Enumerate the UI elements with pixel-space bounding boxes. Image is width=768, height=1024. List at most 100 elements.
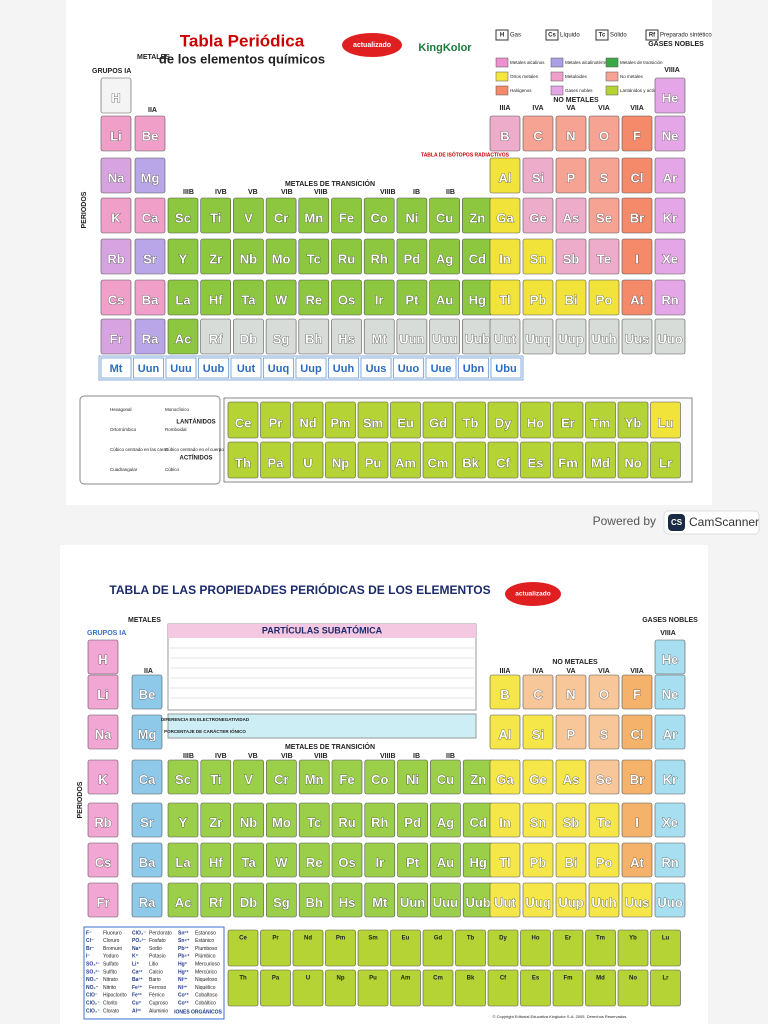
element-symbol: Nd [304, 936, 312, 942]
element-symbol: Po [596, 292, 613, 307]
element-cell [266, 842, 297, 878]
element-symbol: Hg [470, 855, 487, 870]
element-cell [357, 401, 389, 439]
ion-formula: NO₂⁻ [86, 985, 99, 991]
ion-name: Cobáltico [195, 1001, 216, 1007]
ion-name: Yoduro [103, 954, 119, 960]
extra-symbol: Uuq [268, 363, 289, 375]
element-cell [588, 279, 620, 316]
element-symbol: Ca [142, 210, 159, 225]
element-symbol: Mt [372, 331, 388, 346]
group-label: VIIIA [660, 630, 676, 637]
element-symbol: Pu [369, 976, 377, 982]
element-cell [489, 802, 521, 838]
ion-formula: NO₃⁻ [86, 977, 99, 983]
element-cell [429, 238, 460, 275]
element-symbol: B [500, 687, 509, 702]
element-cell [430, 759, 461, 795]
element-symbol: Kr [663, 772, 677, 787]
element-cell [331, 279, 362, 316]
element-cell [422, 441, 454, 479]
extra-cell [393, 357, 424, 379]
element-cell [363, 279, 395, 316]
ion-formula: Hg⁺ [178, 962, 188, 968]
group-label: IB [413, 753, 420, 760]
element-cell [87, 882, 119, 918]
category-label: Metales alcalinos [510, 60, 545, 65]
group-label: VIIA [630, 105, 644, 112]
element-cell [588, 318, 620, 355]
element-cell [522, 759, 554, 795]
ion-formula: K⁺ [132, 954, 139, 960]
element-symbol: Nb [240, 815, 257, 830]
element-symbol: H [98, 652, 107, 667]
element-symbol: Es [528, 455, 544, 470]
element-cell [325, 969, 356, 1007]
element-cell [487, 401, 519, 439]
element-cell [522, 279, 554, 316]
state-symbol: H [500, 33, 504, 39]
category-swatch [550, 85, 564, 96]
element-symbol: Np [332, 455, 349, 470]
element-symbol: Pa [268, 455, 285, 470]
element-symbol: Pm [330, 415, 350, 430]
element-symbol: Th [235, 455, 251, 470]
element-symbol: Nb [240, 251, 257, 266]
element-symbol: V [244, 210, 253, 225]
element-cell [522, 802, 554, 838]
element-symbol: Rn [661, 855, 678, 870]
element-cell [588, 714, 620, 750]
element-cell [131, 802, 163, 838]
ion-formula: PO₄³⁻ [132, 938, 146, 944]
element-cell [200, 318, 231, 355]
group-label: IIA [148, 107, 157, 114]
element-symbol: Lr [659, 455, 672, 470]
element-cell [266, 882, 297, 918]
element-cell [396, 197, 428, 234]
section-label: METALES DE TRANSICIÓN [285, 179, 375, 188]
element-cell [87, 639, 119, 675]
element-cell [357, 969, 389, 1007]
element-cell [331, 802, 363, 838]
category-swatch [495, 71, 509, 82]
element-symbol: No [629, 976, 637, 982]
crystal-label: Hexagonal [110, 407, 132, 412]
element-cell [167, 882, 199, 918]
state-box [595, 29, 609, 41]
crystal-label: Cuadrangular [110, 467, 138, 472]
electroneg-box [167, 713, 477, 739]
extra-cell [295, 357, 327, 379]
ion-name: Mercurioso [195, 962, 220, 968]
element-cell [227, 401, 259, 439]
element-symbol: In [499, 815, 511, 830]
extra-cell [133, 357, 164, 379]
element-symbol: Be [142, 128, 159, 143]
element-cell [585, 441, 616, 479]
badge [505, 582, 561, 606]
group-label: VIB [281, 189, 293, 196]
element-cell [200, 279, 231, 316]
group-label: VA [566, 668, 575, 675]
element-symbol: Se [596, 210, 612, 225]
element-symbol: Mn [305, 772, 324, 787]
element-cell [621, 842, 653, 878]
category-swatch [605, 57, 619, 68]
element-symbol: At [630, 292, 644, 307]
element-symbol: Cm [428, 455, 449, 470]
extra-cell [230, 357, 262, 379]
element-cell [265, 238, 297, 275]
ion-name: Plumboso [195, 946, 217, 952]
element-symbol: Tm [591, 415, 611, 430]
extra-cell [263, 357, 294, 379]
ion-name: Aluminio [149, 1008, 168, 1014]
element-cell [87, 714, 119, 750]
element-cell [455, 441, 486, 479]
element-cell [520, 401, 551, 439]
element-cell [555, 802, 587, 838]
element-cell [167, 759, 199, 795]
element-cell [588, 759, 620, 795]
element-symbol: K [98, 772, 108, 787]
state-label: Sólido [610, 33, 627, 39]
element-symbol: Rh [371, 815, 388, 830]
element-cell [429, 279, 460, 316]
